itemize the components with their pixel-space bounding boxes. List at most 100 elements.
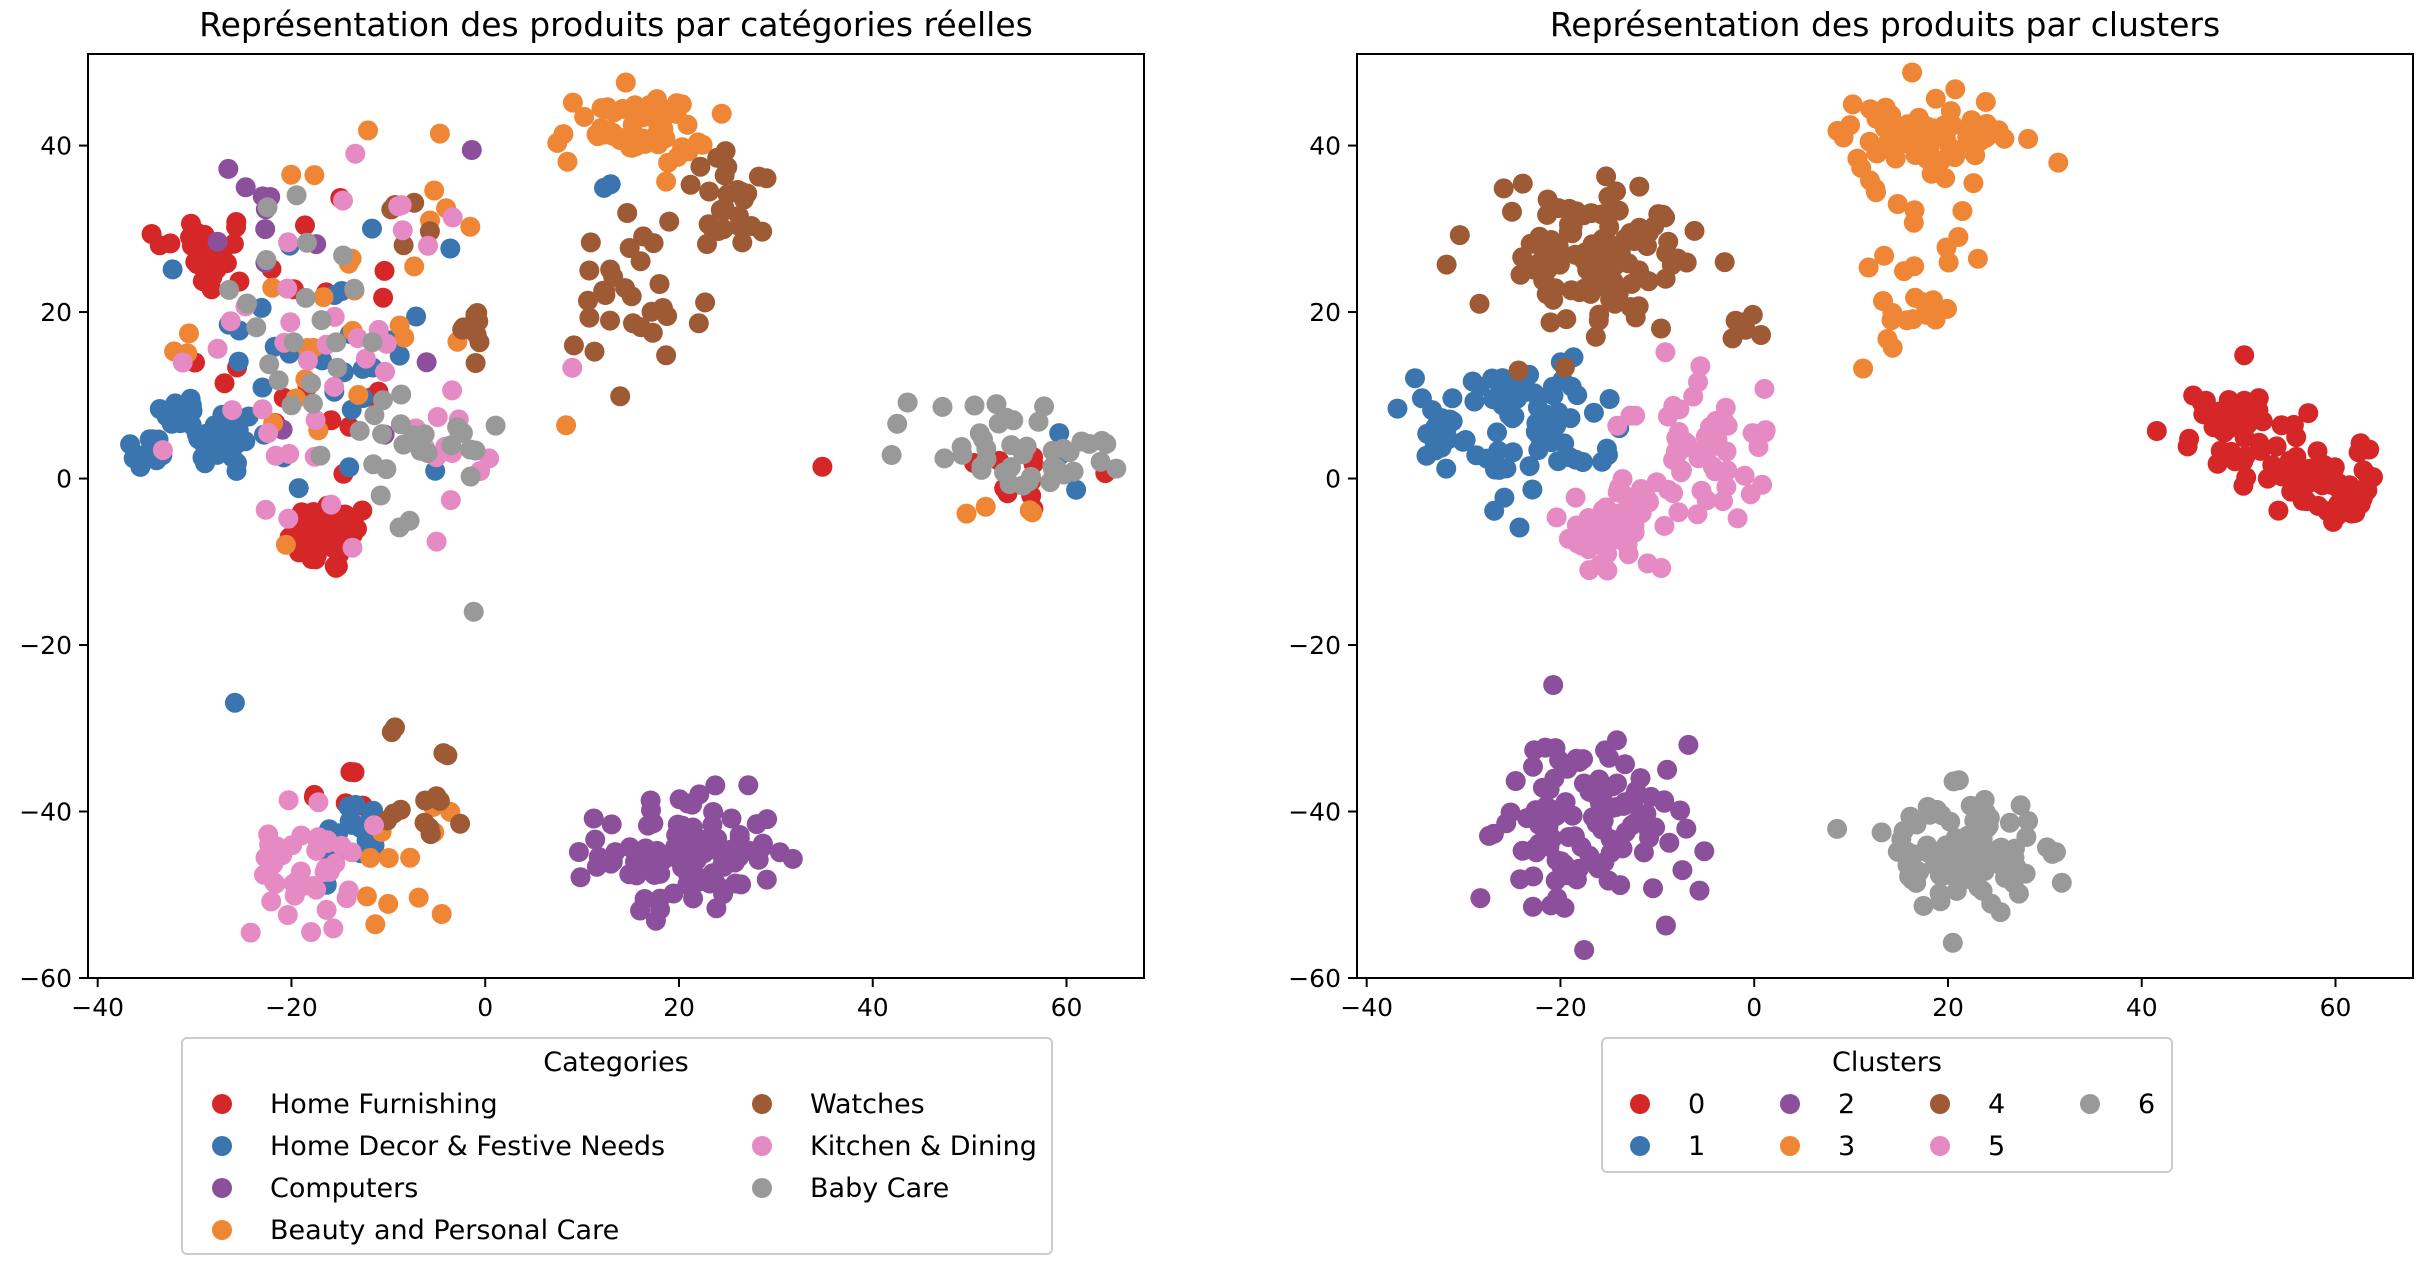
data-point — [1575, 514, 1596, 535]
data-point — [964, 395, 985, 416]
data-point — [1547, 888, 1568, 909]
data-point — [1049, 423, 1070, 444]
data-point — [1920, 841, 1941, 862]
data-point — [585, 829, 606, 850]
data-point — [568, 842, 589, 862]
data-point — [1988, 120, 2009, 141]
data-point — [1630, 768, 1651, 789]
legend-label: Computers — [270, 1173, 418, 1204]
chart-categories: Représentation des produits par catégori… — [19, 5, 1145, 1255]
data-point — [2327, 494, 2348, 515]
data-point — [1422, 400, 1443, 421]
data-point — [442, 207, 463, 228]
data-point — [1754, 378, 1775, 399]
legend-marker — [212, 1220, 232, 1240]
data-point — [756, 869, 777, 890]
data-point — [1929, 883, 1950, 904]
data-point — [362, 332, 383, 353]
data-point — [207, 338, 228, 359]
data-point — [1952, 201, 1973, 221]
data-point — [1537, 204, 1558, 225]
data-point — [2051, 872, 2072, 893]
data-point — [1502, 442, 1523, 463]
data-point — [410, 440, 431, 461]
data-point — [1942, 932, 1963, 953]
data-point — [1554, 357, 1575, 378]
data-point — [971, 456, 992, 477]
data-point — [352, 500, 373, 521]
x-tick-label: −20 — [1534, 993, 1587, 1022]
data-point — [2287, 480, 2308, 501]
data-point — [315, 858, 336, 879]
data-point — [278, 790, 299, 811]
data-point — [460, 216, 481, 237]
data-point — [291, 825, 312, 846]
scatter-points — [1387, 62, 2383, 960]
data-point — [1643, 878, 1663, 899]
y-tick-label: 40 — [40, 132, 72, 161]
data-point — [578, 290, 598, 311]
data-point — [1588, 788, 1609, 809]
data-point — [650, 888, 671, 909]
data-point — [619, 864, 640, 885]
data-point — [887, 413, 908, 434]
data-point — [1678, 734, 1699, 755]
data-point — [1654, 515, 1675, 536]
data-point — [731, 216, 752, 237]
y-tick-label: 40 — [1309, 132, 1341, 161]
data-point — [692, 134, 713, 155]
data-point — [1694, 841, 1715, 862]
data-point — [643, 233, 664, 254]
data-point — [327, 357, 348, 378]
data-point — [897, 392, 918, 413]
data-point — [1975, 91, 1996, 112]
data-point — [1967, 248, 1988, 269]
data-point — [1706, 410, 1727, 431]
data-point — [256, 250, 277, 270]
data-point — [1508, 360, 1529, 381]
data-point — [389, 345, 410, 366]
data-point — [304, 165, 325, 186]
legend-label: Home Furnishing — [270, 1089, 498, 1120]
data-point — [1436, 254, 1457, 275]
data-point — [677, 114, 698, 135]
data-point — [207, 231, 228, 252]
data-point — [1607, 415, 1628, 436]
data-point — [1053, 464, 1074, 485]
data-point — [1090, 451, 1111, 472]
y-tick-label: 20 — [40, 298, 72, 327]
data-point — [644, 864, 665, 885]
data-point — [1611, 236, 1632, 257]
data-point — [584, 341, 605, 362]
data-point — [228, 351, 249, 372]
data-point — [1574, 940, 1595, 960]
data-point — [1562, 216, 1583, 237]
data-point — [2268, 500, 2289, 521]
data-point — [2183, 385, 2204, 406]
data-point — [1657, 759, 1678, 780]
data-point — [1564, 826, 1585, 847]
x-tick-label: −40 — [1340, 993, 1393, 1022]
legend-marker — [1930, 1094, 1950, 1114]
data-point — [1716, 441, 1737, 462]
data-point — [1625, 405, 1646, 426]
data-point — [1942, 115, 1963, 136]
data-point — [1659, 832, 1680, 853]
data-point — [278, 232, 299, 253]
data-point — [1975, 811, 1996, 832]
data-point — [375, 361, 395, 382]
legend-marker — [752, 1094, 772, 1114]
data-point — [277, 905, 298, 925]
data-point — [1599, 389, 1620, 409]
data-point — [356, 886, 377, 907]
data-point — [649, 274, 670, 294]
data-point — [424, 180, 445, 201]
data-point — [705, 775, 726, 796]
data-point — [1540, 312, 1561, 333]
data-point — [1554, 433, 1575, 454]
data-point — [172, 352, 193, 373]
data-point — [1636, 803, 1657, 824]
data-point — [442, 380, 463, 401]
data-point — [1631, 503, 1652, 524]
